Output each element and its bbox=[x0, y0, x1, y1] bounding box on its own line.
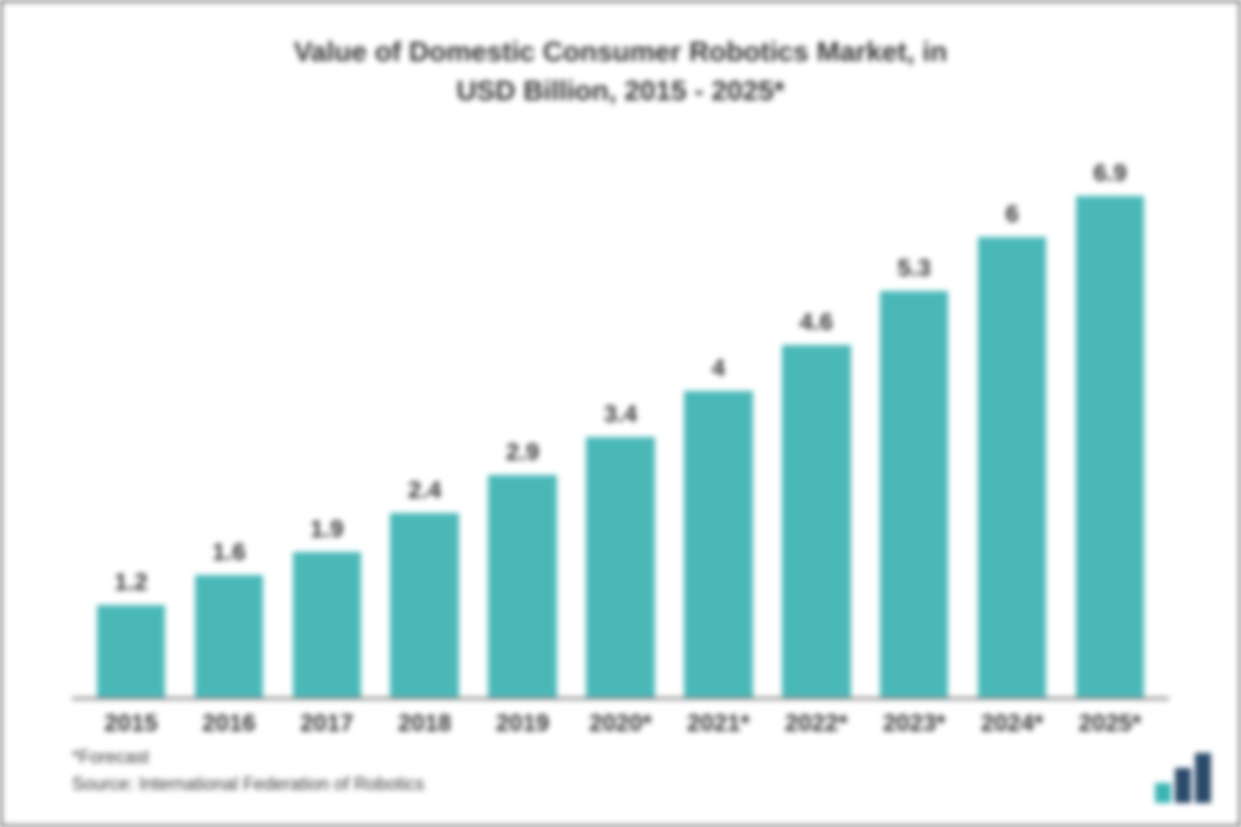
bar-value-label: 5.3 bbox=[898, 255, 931, 283]
bar-group: 2.9 bbox=[474, 160, 572, 697]
x-axis-labels: 201520162017201820192020*2021*2022*2023*… bbox=[72, 710, 1169, 738]
plot-area: 1.2 1.6 1.9 2.4 2.9 3.4 4 4.6 5.3 6 6.9 bbox=[72, 160, 1169, 700]
title-line-2: USD Billion, 2015 - 2025* bbox=[142, 71, 1099, 110]
bar-group: 5.3 bbox=[865, 160, 963, 697]
bar-value-label: 6.9 bbox=[1093, 160, 1126, 188]
mordor-logo-icon bbox=[1155, 753, 1211, 803]
bar-value-label: 1.9 bbox=[310, 516, 343, 544]
bars-row: 1.2 1.6 1.9 2.4 2.9 3.4 4 4.6 5.3 6 6.9 bbox=[72, 160, 1169, 697]
bar-value-label: 2.4 bbox=[408, 477, 441, 505]
bar-value-label: 4 bbox=[712, 355, 725, 383]
x-axis-label: 2019 bbox=[474, 710, 572, 738]
footnote-source: Source: International Federation of Robo… bbox=[72, 771, 1199, 798]
bar-value-label: 3.4 bbox=[604, 401, 637, 429]
bar-value-label: 1.2 bbox=[114, 569, 147, 597]
x-axis-label: 2020* bbox=[572, 710, 670, 738]
bar bbox=[488, 475, 557, 697]
logo-bar-2 bbox=[1175, 768, 1191, 803]
x-axis-label: 2018 bbox=[376, 710, 474, 738]
x-axis-label: 2016 bbox=[180, 710, 278, 738]
bar-group: 6.9 bbox=[1061, 160, 1159, 697]
bar bbox=[293, 552, 362, 698]
bar bbox=[684, 391, 753, 698]
bar-group: 1.6 bbox=[180, 160, 278, 697]
bar-group: 1.2 bbox=[82, 160, 180, 697]
bar bbox=[1076, 196, 1145, 697]
x-axis-label: 2023* bbox=[865, 710, 963, 738]
x-axis-label: 2022* bbox=[767, 710, 865, 738]
bar-group: 6 bbox=[963, 160, 1061, 697]
bar-group: 1.9 bbox=[278, 160, 376, 697]
logo-bar-3 bbox=[1195, 753, 1211, 803]
x-axis-label: 2017 bbox=[278, 710, 376, 738]
bar bbox=[586, 437, 655, 698]
chart-container: Value of Domestic Consumer Robotics Mark… bbox=[0, 0, 1241, 827]
logo-bar-1 bbox=[1155, 783, 1171, 803]
bar bbox=[978, 237, 1047, 697]
x-axis-label: 2015 bbox=[82, 710, 180, 738]
footnote-forecast: *Forecast bbox=[72, 744, 1199, 771]
footnote-block: *Forecast Source: International Federati… bbox=[72, 744, 1199, 798]
x-axis-label: 2025* bbox=[1061, 710, 1159, 738]
bar-group: 4.6 bbox=[767, 160, 865, 697]
bar bbox=[782, 345, 851, 698]
bar-group: 3.4 bbox=[572, 160, 670, 697]
chart-title: Value of Domestic Consumer Robotics Mark… bbox=[42, 32, 1199, 110]
bar bbox=[390, 513, 459, 697]
bar-value-label: 1.6 bbox=[212, 539, 245, 567]
bar-group: 2.4 bbox=[376, 160, 474, 697]
bar-value-label: 2.9 bbox=[506, 439, 539, 467]
bar bbox=[195, 575, 264, 698]
bar-value-label: 6 bbox=[1005, 201, 1018, 229]
x-axis-label: 2021* bbox=[669, 710, 767, 738]
bar bbox=[880, 291, 949, 698]
bar-group: 4 bbox=[669, 160, 767, 697]
bar-value-label: 4.6 bbox=[800, 309, 833, 337]
title-line-1: Value of Domestic Consumer Robotics Mark… bbox=[142, 32, 1099, 71]
x-axis-label: 2024* bbox=[963, 710, 1061, 738]
bar bbox=[97, 605, 166, 697]
